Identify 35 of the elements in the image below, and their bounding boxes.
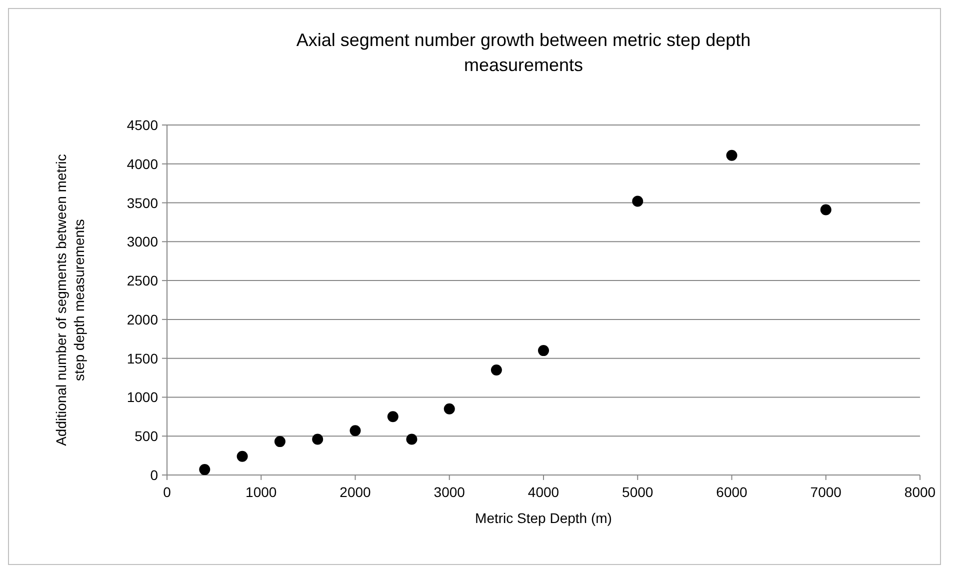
chart-title: Axial segment number growth between metric step depth measurements <box>296 30 751 75</box>
y-tick-label: 1000 <box>126 389 158 406</box>
x-tick-label: 8000 <box>904 484 936 500</box>
y-tick-label: 0 <box>150 467 158 483</box>
point <box>632 196 644 207</box>
y-tick-label: 4000 <box>126 156 158 172</box>
point <box>406 434 418 445</box>
x-tick-label: 6000 <box>716 484 748 500</box>
y-tick-label: 4500 <box>126 117 158 133</box>
point <box>236 450 248 462</box>
y-tick-label: 2500 <box>126 272 158 289</box>
x-tick-label: 1000 <box>246 484 277 500</box>
y-axis-title: Additional number of segments between metric step depth measurements <box>53 154 87 446</box>
x-tick-label: 5000 <box>622 484 654 500</box>
point <box>820 204 832 216</box>
y-tick-label: 500 <box>134 428 158 444</box>
point <box>350 425 361 436</box>
x-tick-label: 0 <box>163 484 172 500</box>
point <box>199 464 210 476</box>
point <box>444 403 455 414</box>
y-tick-label: 3000 <box>126 234 158 250</box>
x-tick-label: 7000 <box>810 484 842 500</box>
point <box>726 150 738 161</box>
point <box>538 345 549 356</box>
y-tick-label: 2000 <box>126 311 158 328</box>
y-tick-label: 1500 <box>126 350 158 366</box>
y-tick-label: 3500 <box>126 194 158 211</box>
x-tick-label: 2000 <box>340 484 372 500</box>
point <box>490 364 502 376</box>
point <box>274 436 286 448</box>
x-tick-label: 3000 <box>434 484 466 500</box>
point <box>387 411 398 422</box>
x-axis-title: Metric Step Depth (m) <box>475 510 612 526</box>
x-tick-label: 4000 <box>528 484 560 500</box>
point <box>312 434 324 445</box>
